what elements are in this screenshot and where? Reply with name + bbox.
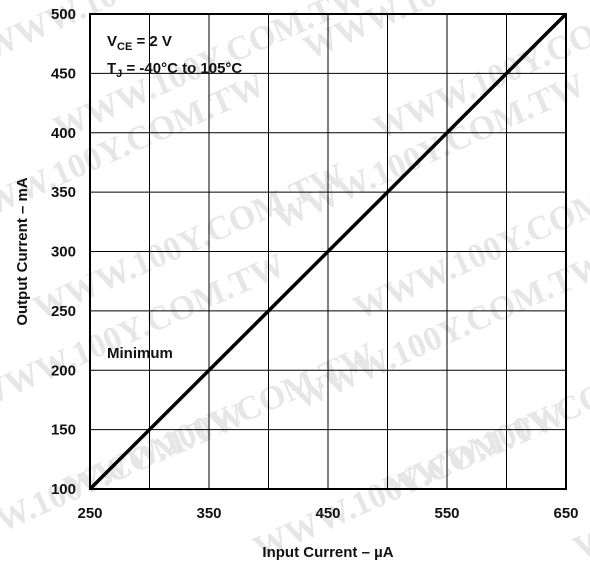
y-tick-label-4: 300 bbox=[51, 244, 76, 261]
y-tick-label-2: 200 bbox=[51, 362, 76, 379]
x-tick-labels: 250 350 450 550 650 bbox=[77, 505, 578, 522]
series-label-minimum: Minimum bbox=[107, 345, 173, 362]
watermark-text-16: WWW.100Y.COM.TW bbox=[248, 397, 571, 563]
x-tick-label-0: 250 bbox=[77, 505, 102, 522]
plot-frame bbox=[89, 13, 567, 490]
y-tick-label-8: 500 bbox=[51, 6, 76, 23]
x-tick-label-4: 650 bbox=[553, 505, 578, 522]
series-layer bbox=[88, 12, 568, 491]
watermark-text-15: WWW.100Y.COM.TW bbox=[0, 397, 251, 563]
x-tick-label-3: 550 bbox=[434, 505, 459, 522]
y-tick-label-1: 150 bbox=[51, 422, 76, 439]
annotation-tj: TJ = -40°C to 105°C bbox=[107, 60, 242, 80]
y-tick-label-5: 350 bbox=[51, 184, 76, 201]
grid-lines bbox=[90, 14, 566, 489]
annotation-vce: VCE = 2 V bbox=[107, 33, 172, 53]
y-tick-label-6: 400 bbox=[51, 125, 76, 142]
x-tick-label-2: 450 bbox=[315, 505, 340, 522]
y-tick-label-3: 250 bbox=[51, 303, 76, 320]
y-tick-label-7: 450 bbox=[51, 65, 76, 82]
y-axis-label: Output Current – mA bbox=[14, 177, 31, 325]
x-tick-label-1: 350 bbox=[196, 505, 221, 522]
x-axis-label: Input Current – µA bbox=[262, 544, 393, 561]
y-tick-label-0: 100 bbox=[51, 481, 76, 498]
y-tick-labels: 100 150 200 250 300 350 400 450 500 bbox=[51, 6, 76, 498]
series-line-0 bbox=[88, 12, 568, 491]
